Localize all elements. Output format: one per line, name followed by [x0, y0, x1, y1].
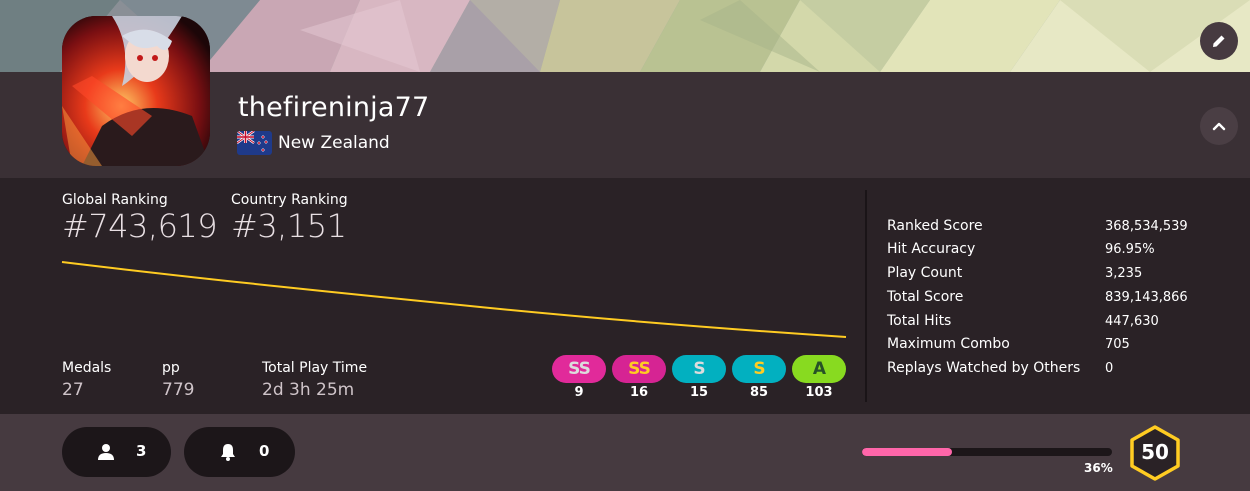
replays-watched-label: Replays Watched by Others — [887, 360, 1081, 376]
country-ranking-value: #3,151 — [231, 207, 347, 245]
hit-accuracy-label: Hit Accuracy — [887, 241, 976, 257]
hit-accuracy-value: 96.95% — [1105, 242, 1155, 257]
ranked-score-label: Ranked Score — [887, 218, 983, 234]
replays-watched-value: 0 — [1105, 361, 1114, 376]
grade-ssh-count: 9 — [574, 385, 584, 400]
play-count-label: Play Count — [887, 265, 963, 281]
grade-ssh-label: SS — [568, 359, 591, 379]
play-count-value: 3,235 — [1105, 266, 1143, 281]
max-combo-value: 705 — [1105, 337, 1130, 352]
pp-label: pp — [162, 360, 180, 376]
grade-a-badge: A — [792, 355, 846, 383]
grade-ss-badge: SS — [612, 355, 666, 383]
level-progress-fill — [862, 448, 952, 456]
chevron-up-icon — [1212, 122, 1226, 131]
grade-a-label: A — [812, 359, 826, 379]
ranked-score-value: 368,534,539 — [1105, 219, 1188, 234]
flag-icon — [237, 131, 272, 155]
grade-sh-badge: S — [672, 355, 726, 383]
edit-cover-button[interactable] — [1200, 22, 1238, 60]
collapse-header-button[interactable] — [1200, 107, 1238, 145]
grade-s-label: S — [753, 359, 765, 379]
notifications-count: 0 — [259, 442, 270, 460]
notifications-button[interactable]: 0 — [184, 427, 295, 477]
grade-ss-label: SS — [628, 359, 651, 379]
bell-icon — [221, 444, 235, 461]
grade-a-count: 103 — [805, 385, 833, 400]
level-progress-text: 36% — [1084, 461, 1113, 475]
play-time-value: 2d 3h 25m — [262, 380, 355, 400]
play-time-label: Total Play Time — [262, 360, 368, 376]
stats-divider — [865, 190, 867, 402]
grade-sh-count: 15 — [689, 385, 709, 400]
country-name[interactable]: New Zealand — [278, 133, 390, 153]
avatar[interactable] — [62, 16, 210, 166]
level-progress-bar — [862, 448, 1112, 456]
country-ranking-label: Country Ranking — [231, 192, 348, 208]
grade-s-badge: S — [732, 355, 786, 383]
level-badge-icon — [1130, 425, 1180, 481]
grade-sh-label: S — [693, 359, 705, 379]
grade-s-count: 85 — [749, 385, 769, 400]
username: thefireninja77 — [238, 92, 430, 123]
rank-history-line — [61, 261, 847, 338]
total-score-value: 839,143,866 — [1105, 290, 1188, 305]
pencil-icon — [1213, 35, 1225, 47]
max-combo-label: Maximum Combo — [887, 336, 1010, 352]
level-value: 50 — [1141, 440, 1169, 464]
followers-button[interactable]: 3 — [62, 427, 171, 477]
total-score-label: Total Score — [887, 289, 964, 305]
total-hits-label: Total Hits — [887, 313, 952, 329]
total-hits-value: 447,630 — [1105, 314, 1159, 329]
grade-ss-count: 16 — [629, 385, 649, 400]
grade-ssh-badge: SS — [552, 355, 606, 383]
rank-history-graph[interactable] — [60, 255, 850, 345]
user-icon — [98, 444, 114, 460]
cover-image — [0, 0, 1250, 72]
global-ranking-value: #743,619 — [62, 207, 218, 245]
followers-count: 3 — [136, 442, 147, 460]
pp-value: 779 — [162, 380, 195, 400]
medals-value: 27 — [62, 380, 84, 400]
medals-label: Medals — [62, 360, 112, 376]
global-ranking-label: Global Ranking — [62, 192, 168, 208]
